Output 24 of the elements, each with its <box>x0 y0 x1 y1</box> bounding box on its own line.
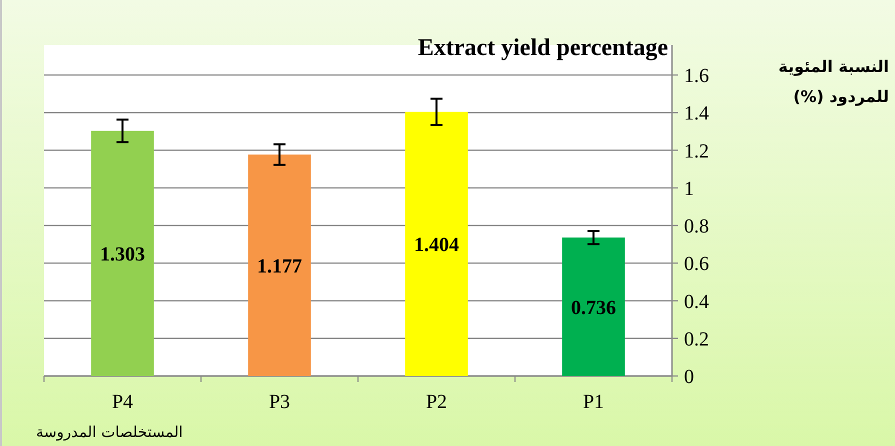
y-tick-label: 0.6 <box>684 253 709 276</box>
y-tick-label: 0 <box>684 366 694 388</box>
data-label: 0.736 <box>571 296 616 319</box>
x-axis-title: المستخلصات المدروسة <box>36 423 183 441</box>
bar <box>91 130 154 376</box>
y-tick-label: 0.8 <box>684 216 709 238</box>
y-tick-label: 1.2 <box>684 140 709 162</box>
x-tick-label: P1 <box>582 391 604 413</box>
x-tick-label: P2 <box>426 391 448 413</box>
y-tick-label: 0.4 <box>684 290 709 313</box>
data-label: 1.303 <box>100 243 145 266</box>
y-tick-label: 1.4 <box>684 102 709 125</box>
y-tick-label: 1 <box>684 178 694 200</box>
x-tick-label: P3 <box>268 391 290 413</box>
data-label: 1.404 <box>414 234 459 256</box>
bar <box>248 154 311 376</box>
x-tick-label: P4 <box>112 391 134 413</box>
y-tick-label: 1.6 <box>684 65 709 87</box>
y-axis-title: النسبة المئوية للمردود (%) <box>778 57 889 106</box>
y-tick-label: 0.2 <box>684 328 709 350</box>
bar <box>405 112 468 376</box>
bar <box>562 238 625 376</box>
data-label: 1.177 <box>257 255 302 278</box>
chart-title: Extract yield percentage <box>418 35 668 61</box>
